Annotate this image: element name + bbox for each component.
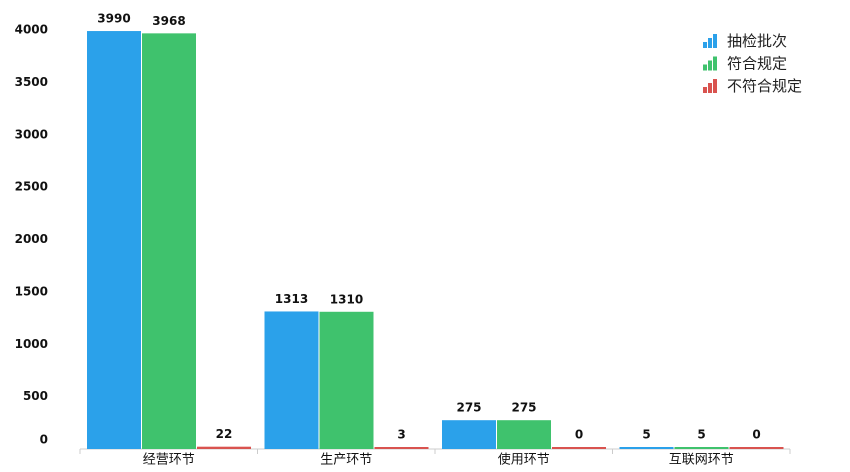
legend-icon bbox=[713, 34, 717, 48]
bar bbox=[264, 311, 319, 449]
legend-icon bbox=[703, 42, 707, 48]
x-tick-label: 生产环节 bbox=[320, 453, 372, 468]
value-label: 275 bbox=[511, 401, 536, 415]
bar bbox=[497, 420, 551, 449]
legend-icon bbox=[703, 64, 707, 71]
x-tick-label: 经营环节 bbox=[143, 453, 195, 468]
bar bbox=[442, 420, 496, 449]
value-label: 1313 bbox=[275, 292, 308, 306]
y-tick-label: 1000 bbox=[15, 337, 48, 351]
value-label: 0 bbox=[752, 428, 760, 442]
legend-icon bbox=[703, 87, 707, 93]
bar bbox=[619, 447, 674, 449]
bar bbox=[374, 447, 429, 449]
legend-icon bbox=[708, 60, 712, 71]
value-label: 1310 bbox=[330, 292, 363, 306]
value-label: 3990 bbox=[97, 12, 130, 26]
bar bbox=[319, 311, 374, 449]
y-tick-label: 500 bbox=[23, 389, 48, 403]
value-label: 0 bbox=[575, 428, 583, 442]
y-tick-label: 0 bbox=[40, 433, 48, 447]
bar bbox=[197, 446, 251, 449]
legend-label: 不符合规定 bbox=[727, 77, 802, 95]
y-tick-label: 1500 bbox=[15, 284, 48, 298]
y-tick-label: 2000 bbox=[15, 232, 48, 246]
legend-label: 抽检批次 bbox=[727, 32, 787, 50]
y-tick-label: 2500 bbox=[15, 180, 48, 194]
y-tick-label: 3000 bbox=[15, 127, 48, 141]
legend-icon bbox=[708, 83, 712, 93]
y-tick-label: 3500 bbox=[15, 75, 48, 89]
value-label: 22 bbox=[216, 427, 233, 441]
value-label: 5 bbox=[642, 428, 650, 442]
value-label: 3968 bbox=[152, 14, 185, 28]
bar bbox=[729, 447, 784, 449]
value-label: 3 bbox=[397, 428, 405, 442]
legend-label: 符合规定 bbox=[727, 55, 787, 73]
bar bbox=[87, 31, 141, 450]
x-tick-label: 使用环节 bbox=[498, 452, 550, 468]
value-label: 5 bbox=[697, 428, 705, 442]
legend-icon bbox=[713, 79, 717, 93]
bar bbox=[142, 33, 196, 450]
y-tick-label: 4000 bbox=[15, 23, 48, 37]
x-tick-label: 互联网环节 bbox=[669, 453, 734, 468]
bar bbox=[674, 447, 729, 449]
bar bbox=[552, 447, 606, 449]
legend-icon bbox=[713, 56, 717, 71]
legend-icon bbox=[708, 38, 712, 48]
value-label: 275 bbox=[456, 401, 481, 415]
